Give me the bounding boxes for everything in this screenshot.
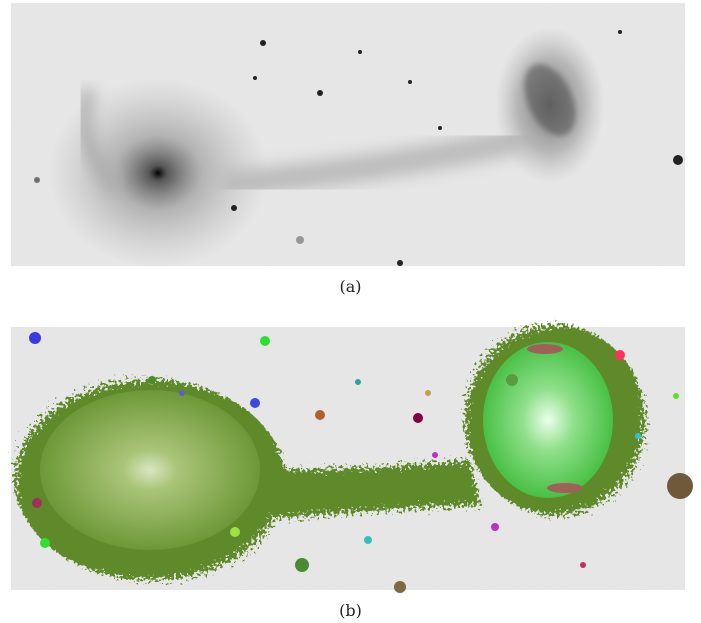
caption: (a) — [0, 277, 701, 296]
panel-b-image — [11, 325, 693, 593]
figure: (a) (b) — [0, 0, 701, 623]
figure-images — [0, 0, 701, 623]
panel-a-image — [11, 3, 685, 268]
caption: (b) — [0, 601, 701, 620]
figure-page: (a) (b) (() => { const data = JSON.parse… — [0, 0, 701, 623]
